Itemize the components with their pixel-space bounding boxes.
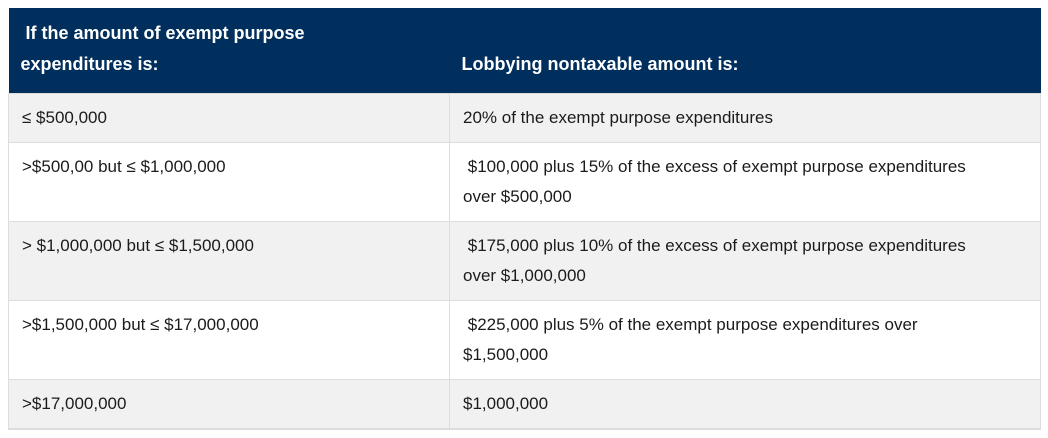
nontaxable-amount-cell: $100,000 plus 15% of the excess of exemp…: [449, 142, 1041, 222]
lobbying-nontaxable-amount-table: If the amount of exempt purpose expendit…: [8, 8, 1041, 430]
nontaxable-amount-cell: $225,000 plus 5% of the exempt purpose e…: [449, 300, 1041, 380]
nontaxable-amount-cell: $175,000 plus 10% of the excess of exemp…: [449, 221, 1041, 301]
expenditure-range-cell: >$17,000,000: [8, 379, 450, 430]
expenditure-range-cell: >$500,00 but ≤ $1,000,000: [8, 142, 450, 222]
expenditure-range-cell: >$1,500,000 but ≤ $17,000,000: [8, 300, 450, 380]
table-row: >$500,00 but ≤ $1,000,000 $100,000 plus …: [8, 142, 1041, 222]
expenditure-range-cell: > $1,000,000 but ≤ $1,500,000: [8, 221, 450, 301]
header-exempt-purpose-expenditures: If the amount of exempt purpose expendit…: [8, 8, 450, 94]
header-lobbying-nontaxable-amount: Lobbying nontaxable amount is:: [449, 8, 1041, 94]
table-row: >$1,500,000 but ≤ $17,000,000 $225,000 p…: [8, 300, 1041, 380]
table-header-row: If the amount of exempt purpose expendit…: [8, 8, 1041, 94]
table-row: > $1,000,000 but ≤ $1,500,000 $175,000 p…: [8, 221, 1041, 301]
nontaxable-amount-cell: 20% of the exempt purpose expenditures: [449, 93, 1041, 143]
nontaxable-amount-cell: $1,000,000: [449, 379, 1041, 430]
table-row: >$17,000,000 $1,000,000: [8, 379, 1041, 430]
table-row: ≤ $500,000 20% of the exempt purpose exp…: [8, 93, 1041, 143]
expenditure-range-cell: ≤ $500,000: [8, 93, 450, 143]
